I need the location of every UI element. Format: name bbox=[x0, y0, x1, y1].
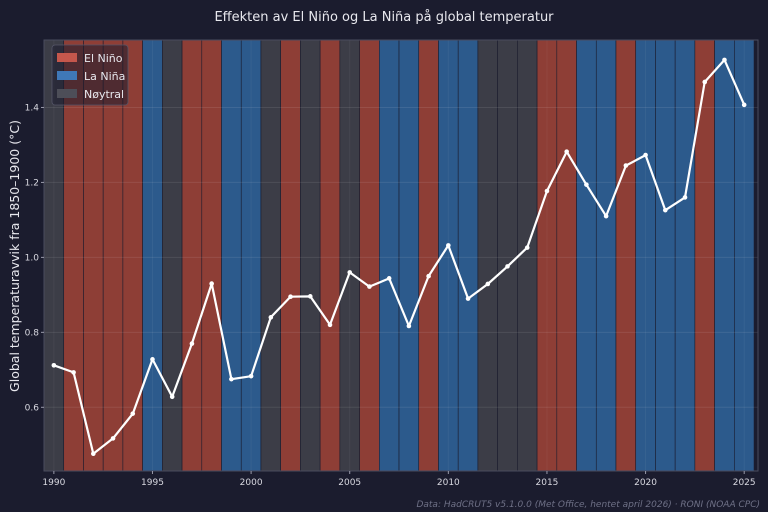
gridlines bbox=[44, 40, 758, 471]
data-point-1999 bbox=[229, 376, 234, 382]
y-axis-ticks: 0.6 0.8 1.0 1.2 1.4 bbox=[25, 103, 44, 413]
chart-title: Effekten av El Niño og La Niña på global… bbox=[214, 10, 554, 25]
x-tick-label: 2010 bbox=[437, 478, 460, 488]
legend-label: La Niña bbox=[84, 70, 125, 83]
legend-swatch bbox=[57, 53, 77, 62]
data-point-1993 bbox=[110, 436, 116, 441]
x-tick-label: 2020 bbox=[634, 478, 657, 488]
data-point-2022 bbox=[682, 195, 688, 200]
phase-band-2001 bbox=[260, 39, 281, 472]
data-point-2004 bbox=[327, 322, 333, 328]
phase-band-2012 bbox=[477, 39, 498, 472]
x-tick-label: 2025 bbox=[733, 478, 756, 488]
data-point-1998 bbox=[209, 281, 214, 286]
data-point-2011 bbox=[465, 296, 471, 301]
legend-label: Nøytral bbox=[84, 88, 124, 101]
phase-band-2004 bbox=[319, 39, 341, 472]
phase-band-2018 bbox=[595, 39, 617, 472]
data-point-1994 bbox=[130, 411, 136, 416]
phase-band-2023 bbox=[694, 39, 715, 472]
phase-band-1996 bbox=[162, 39, 183, 472]
phase-bands bbox=[43, 39, 755, 472]
x-tick-label: 2015 bbox=[536, 478, 559, 488]
data-point-1996 bbox=[169, 394, 175, 400]
phase-band-2009 bbox=[418, 39, 439, 472]
data-point-2019 bbox=[623, 163, 629, 168]
legend: El Niño La Niña Nøytral bbox=[51, 44, 129, 106]
data-point-2006 bbox=[367, 284, 372, 289]
phase-band-2003 bbox=[300, 39, 321, 472]
phase-band-2022 bbox=[674, 39, 696, 472]
data-point-2016 bbox=[564, 149, 569, 154]
data-point-1992 bbox=[91, 451, 96, 457]
data-point-2014 bbox=[524, 245, 530, 250]
data-point-2000 bbox=[248, 373, 254, 379]
data-point-2001 bbox=[268, 315, 274, 320]
data-point-2017 bbox=[584, 182, 589, 187]
data-point-2015 bbox=[544, 188, 550, 194]
data-point-1997 bbox=[189, 341, 195, 346]
phase-band-2008 bbox=[398, 39, 420, 472]
legend-swatch bbox=[57, 71, 77, 80]
data-point-1995 bbox=[150, 357, 155, 362]
data-point-2012 bbox=[485, 281, 491, 287]
phase-band-2002 bbox=[280, 39, 301, 472]
data-point-2023 bbox=[702, 79, 708, 85]
y-tick-label: 0.8 bbox=[25, 328, 40, 338]
y-tick-label: 1.2 bbox=[25, 178, 39, 188]
data-point-2018 bbox=[603, 213, 609, 219]
temperature-points bbox=[51, 57, 747, 457]
source-note: Data: HadCRUT5 v5.1.0.0 (Met Office, hen… bbox=[416, 500, 760, 510]
data-point-2007 bbox=[386, 276, 392, 281]
phase-band-2007 bbox=[379, 39, 400, 472]
data-point-2005 bbox=[347, 270, 353, 275]
data-point-2024 bbox=[722, 57, 727, 63]
x-axis-ticks: 1990 1995 2000 2005 2010 2015 2020 2025 bbox=[42, 471, 756, 488]
plot-frame bbox=[43, 39, 759, 472]
data-point-2025 bbox=[741, 102, 747, 108]
phase-band-2013 bbox=[497, 39, 518, 472]
phase-band-2011 bbox=[457, 39, 479, 472]
phase-band-1998 bbox=[201, 39, 222, 472]
y-tick-label: 0.6 bbox=[25, 403, 40, 413]
y-axis-label: Global temperaturavvik fra 1850–1900 (°C… bbox=[7, 120, 22, 392]
data-point-2020 bbox=[643, 152, 648, 158]
phase-band-1999 bbox=[221, 39, 242, 472]
y-tick-label: 1.4 bbox=[25, 103, 40, 113]
data-point-2021 bbox=[662, 207, 668, 213]
phase-band-2024 bbox=[714, 39, 735, 472]
data-point-2010 bbox=[446, 243, 451, 248]
data-point-1990 bbox=[51, 363, 57, 368]
x-tick-label: 2005 bbox=[338, 478, 361, 488]
data-point-2013 bbox=[505, 264, 510, 269]
y-tick-label: 1.0 bbox=[25, 253, 40, 263]
phase-band-2021 bbox=[655, 39, 676, 472]
data-point-2002 bbox=[288, 294, 293, 300]
legend-label: El Niño bbox=[84, 52, 123, 65]
data-point-2008 bbox=[406, 323, 412, 329]
x-tick-label: 1990 bbox=[42, 478, 65, 488]
temperature-line bbox=[53, 58, 746, 455]
data-point-1991 bbox=[71, 370, 76, 375]
x-tick-label: 1995 bbox=[141, 478, 164, 488]
legend-swatch bbox=[57, 89, 77, 98]
data-point-2009 bbox=[426, 273, 431, 279]
phase-band-2017 bbox=[576, 39, 597, 472]
x-tick-label: 2000 bbox=[240, 478, 263, 488]
phase-band-1997 bbox=[181, 39, 203, 472]
phase-band-2019 bbox=[615, 39, 637, 472]
phase-band-2006 bbox=[359, 39, 380, 472]
data-point-2003 bbox=[307, 294, 313, 299]
phase-band-2016 bbox=[556, 39, 577, 472]
